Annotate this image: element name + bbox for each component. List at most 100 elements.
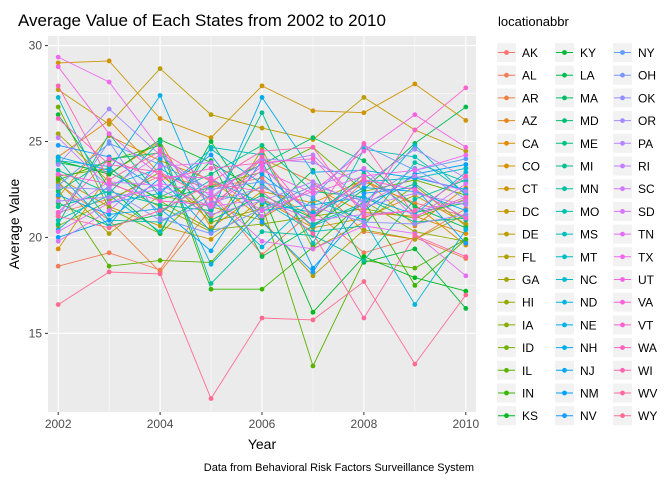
legend-swatch-point (620, 254, 625, 260)
legend-label-ny: NY (638, 46, 655, 60)
legend-label-ri: RI (638, 160, 650, 174)
legend-swatch-point (504, 72, 509, 78)
legend-item-wv: WV (613, 383, 657, 403)
data-point-nh (106, 167, 112, 173)
legend-label-il: IL (522, 364, 532, 378)
data-point-wi (157, 148, 163, 154)
data-point-va (361, 177, 367, 183)
legend-swatch-point (620, 299, 625, 305)
legend-swatch-point (504, 345, 509, 350)
data-point-tn (157, 181, 163, 187)
y-tick-label: 15 (29, 326, 43, 340)
data-point-la (259, 254, 265, 260)
legend-swatch-point (504, 254, 509, 260)
legend-swatch-point (620, 72, 625, 78)
data-point-or (55, 162, 61, 167)
data-point-ct (106, 58, 112, 64)
data-point-wi (463, 173, 469, 179)
data-point-ma (361, 158, 367, 164)
legend-item-in: IN (497, 383, 534, 403)
data-point-nj (463, 208, 469, 213)
data-point-nv (463, 240, 469, 246)
y-tick-label: 20 (29, 230, 43, 244)
legend-item-pa: PA (613, 133, 653, 153)
data-point-mn (412, 196, 418, 202)
legend-swatch-point (562, 254, 567, 260)
data-point-md (55, 188, 61, 194)
legend-item-ar: AR (497, 88, 539, 108)
legend-label-nj: NJ (580, 364, 595, 378)
legend-swatch-point (504, 209, 509, 214)
data-point-wy (55, 302, 61, 307)
data-point-fl (106, 231, 112, 236)
data-point-vt (412, 127, 418, 133)
legend-item-ak: AK (497, 43, 538, 62)
data-point-oh (106, 139, 112, 144)
data-point-wy (361, 279, 367, 284)
legend-label-vt: VT (638, 318, 654, 332)
data-point-sd (259, 213, 265, 219)
legend-item-ma: MA (555, 88, 598, 108)
legend-item-wi: WI (613, 360, 653, 380)
legend-label-ga: GA (522, 273, 539, 287)
data-point-nc (55, 94, 61, 100)
legend-label-id: ID (522, 341, 534, 355)
data-point-mn (361, 258, 367, 263)
legend-label-de: DE (522, 228, 539, 242)
legend-item-la: LA (555, 65, 595, 85)
legend-item-co: CO (497, 156, 540, 176)
data-point-ri (361, 202, 367, 208)
data-point-mo (412, 160, 418, 166)
data-point-ri (55, 135, 61, 141)
data-point-nm (463, 162, 469, 167)
data-point-wv (157, 208, 163, 213)
data-point-ok (259, 185, 265, 190)
data-point-il (157, 258, 163, 263)
data-point-vt (208, 165, 214, 171)
data-point-sd (157, 164, 163, 169)
legend-item-oh: OH (613, 65, 656, 85)
legend-item-fl: FL (497, 247, 536, 267)
y-tick-label: 25 (29, 135, 43, 149)
data-point-al (361, 250, 367, 256)
data-point-nm (55, 235, 61, 240)
data-point-nh (55, 154, 61, 160)
legend-label-wy: WY (638, 409, 657, 423)
data-point-wa (259, 154, 265, 160)
chart-caption: Data from Behavioral Risk Factors Survei… (204, 462, 474, 474)
data-point-tn (310, 246, 316, 252)
legend-item-az: AZ (497, 111, 537, 131)
legend-swatch-point (562, 140, 567, 146)
data-point-wa (157, 169, 163, 175)
data-point-wa (361, 141, 367, 146)
data-point-pa (463, 202, 469, 208)
data-point-nv (361, 190, 367, 196)
legend-swatch-point (562, 231, 567, 237)
data-point-ct (310, 108, 316, 114)
data-point-de (361, 94, 367, 100)
data-point-vt (106, 156, 112, 162)
legend-item-de: DE (497, 224, 539, 244)
data-point-mt (463, 165, 469, 171)
data-point-nh (157, 93, 163, 98)
data-point-ny (310, 194, 316, 200)
data-point-oh (361, 198, 367, 204)
legend-label-va: VA (638, 296, 653, 310)
legend-label-wa: WA (638, 341, 657, 355)
data-point-va (208, 202, 214, 208)
legend-swatch-point (620, 186, 625, 192)
data-point-vt (361, 208, 367, 213)
data-point-wi (259, 148, 265, 154)
series-va (55, 164, 469, 221)
data-point-pa (208, 212, 214, 217)
data-point-wv (55, 213, 61, 219)
data-point-in (463, 236, 469, 242)
data-point-il (412, 265, 418, 271)
data-point-ks (463, 288, 469, 294)
data-point-pa (412, 190, 418, 196)
data-point-tx (106, 79, 112, 85)
legend-swatch-point (504, 367, 509, 373)
legend-label-dc: DC (522, 205, 540, 219)
legend-swatch-point (620, 118, 625, 123)
